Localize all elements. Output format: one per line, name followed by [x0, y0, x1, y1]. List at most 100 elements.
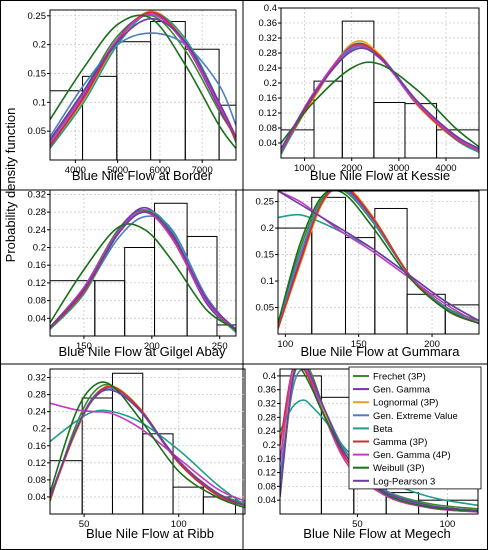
y-tick-label: 0.4 — [263, 371, 276, 382]
x-tick-label: 100 — [277, 339, 293, 350]
y-axis-title: Probability density function — [3, 108, 18, 263]
density-curve — [278, 191, 479, 325]
y-tick-label: 0.2 — [264, 78, 277, 89]
y-tick-label: 0.05 — [256, 303, 275, 314]
plot-frame — [49, 368, 246, 515]
plot-frame — [49, 9, 237, 161]
density-curve — [278, 191, 479, 322]
x-tick-label: 50 — [79, 519, 90, 530]
y-tick-label: 0.32 — [258, 399, 277, 410]
y-tick-label: 0.24 — [258, 426, 277, 437]
x-axis-title: Blue Nile Flow at Gilgel Abay — [59, 344, 226, 359]
density-curve — [50, 32, 236, 138]
legend-label: Weibull (3P) — [373, 463, 425, 474]
y-tick-label: 0.28 — [28, 390, 47, 401]
y-tick-label: 0.32 — [28, 189, 47, 200]
y-tick-label: 0.2 — [33, 243, 46, 254]
y-tick-label: 0.24 — [28, 225, 47, 236]
density-curve — [281, 61, 479, 148]
legend-label: Log-Pearson 3 — [373, 476, 435, 487]
density-curve — [281, 42, 479, 152]
density-curve — [280, 399, 478, 507]
x-tick-label: 4000 — [435, 163, 456, 174]
y-tick-label: 0.12 — [28, 278, 47, 289]
panel-3: 0.04 0.08 0.12 0.16 0.2 0.24 0.28 0.32 150 200 250… — [28, 189, 237, 359]
legend-label: Gen. Extreme Value — [373, 411, 458, 422]
x-axis-title: Blue Nile Flow at Megech — [303, 526, 450, 541]
y-tick-label: 0.08 — [259, 123, 278, 134]
y-tick-label: 0.25 — [28, 11, 47, 22]
density-curve — [50, 388, 245, 507]
y-axis-title-group: Probability density function — [3, 108, 18, 263]
y-tick-label: 0.32 — [28, 373, 47, 384]
density-curve — [50, 409, 245, 507]
x-tick-label: 100 — [171, 519, 187, 530]
x-tick-label: 150 — [351, 339, 367, 350]
y-tick-label: 0.28 — [259, 48, 278, 59]
density-curve — [281, 44, 479, 152]
y-tick-label: 0.15 — [28, 68, 47, 79]
density-curve — [280, 369, 478, 512]
y-tick-label: 0.08 — [28, 296, 47, 307]
density-curve — [280, 369, 478, 513]
y-tick-label: 0.36 — [258, 385, 277, 396]
histogram-bar — [341, 20, 375, 158]
y-tick-label: 0.04 — [258, 495, 277, 506]
histogram-bar — [186, 235, 218, 336]
y-tick-label: 0.28 — [28, 207, 47, 218]
x-tick-label: 250 — [212, 341, 228, 352]
x-axis-title: Blue Nile Flow at Border — [72, 168, 213, 183]
x-tick-label: 7000 — [192, 165, 213, 176]
y-tick-label: 0.2 — [263, 440, 276, 451]
x-tick-label: 2000 — [341, 163, 362, 174]
x-tick-label: 100 — [439, 519, 455, 530]
panel-5: 0.04 0.08 0.12 0.16 0.2 0.24 0.28 0.32 50 100Blue… — [28, 368, 246, 541]
y-tick-label: 0.32 — [259, 33, 278, 44]
y-tick-label: 0.4 — [264, 3, 277, 14]
legend: Frechet (3P) Gen. Gamma Lognormal (3P) Gen.… — [348, 366, 482, 490]
y-tick-label: 0.16 — [259, 93, 278, 104]
y-tick-label: 0.08 — [258, 481, 277, 492]
x-tick-label: 150 — [76, 341, 92, 352]
legend-label: Gen. Gamma (4P) — [373, 450, 451, 461]
density-curve — [50, 381, 245, 509]
x-axis-title: Blue Nile Flow at Gummara — [301, 344, 461, 359]
x-axis-title: Blue Nile Flow at Ribb — [86, 526, 214, 541]
density-curve — [278, 191, 479, 325]
y-tick-label: 0.1 — [261, 276, 274, 287]
x-tick-label: 5000 — [107, 165, 128, 176]
x-axis-title: Blue Nile Flow at Kessie — [310, 168, 450, 183]
x-tick-label: 6000 — [149, 165, 170, 176]
density-curve — [50, 17, 236, 141]
y-tick-label: 0.24 — [28, 407, 47, 418]
x-tick-label: 1000 — [294, 163, 315, 174]
y-tick-label: 0.36 — [259, 18, 278, 29]
y-tick-label: 0.16 — [258, 454, 277, 465]
y-tick-label: 0.08 — [28, 475, 47, 486]
density-curve — [50, 13, 236, 144]
density-curve — [278, 191, 479, 327]
x-tick-label: 200 — [424, 339, 440, 350]
x-tick-label: 200 — [144, 341, 160, 352]
x-tick-label: 4000 — [65, 165, 86, 176]
histogram-bar — [218, 104, 236, 160]
legend-label: Gen. Gamma — [373, 385, 431, 396]
y-tick-label: 0.1 — [33, 97, 46, 108]
panel-2: 0.04 0.08 0.12 0.16 0.2 0.24 0.28 0.32 0.36 0.4 10… — [259, 3, 480, 183]
legend-box — [348, 366, 482, 490]
plot-frame — [49, 189, 237, 337]
density-curve — [50, 211, 236, 330]
legend-label: Gamma (3P) — [373, 437, 427, 448]
y-tick-label: 0.28 — [258, 412, 277, 423]
x-tick-label: 50 — [352, 519, 363, 530]
legend-label: Frechet (3P) — [373, 372, 426, 383]
y-tick-label: 0.16 — [28, 441, 47, 452]
plot-frame — [277, 190, 480, 335]
y-tick-label: 0.2 — [261, 223, 274, 234]
density-curve — [281, 47, 479, 150]
density-curve — [50, 223, 236, 331]
y-tick-label: 0.24 — [259, 63, 278, 74]
